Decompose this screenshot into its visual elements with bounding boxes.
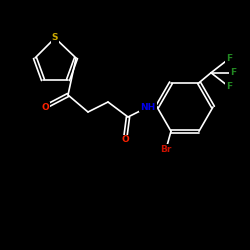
Text: O: O [121, 136, 129, 144]
Text: NH: NH [140, 102, 156, 112]
Text: F: F [230, 68, 236, 77]
Text: Br: Br [160, 145, 172, 154]
Text: F: F [226, 82, 232, 91]
Text: O: O [41, 102, 49, 112]
Text: S: S [52, 34, 58, 42]
Text: F: F [226, 54, 232, 63]
